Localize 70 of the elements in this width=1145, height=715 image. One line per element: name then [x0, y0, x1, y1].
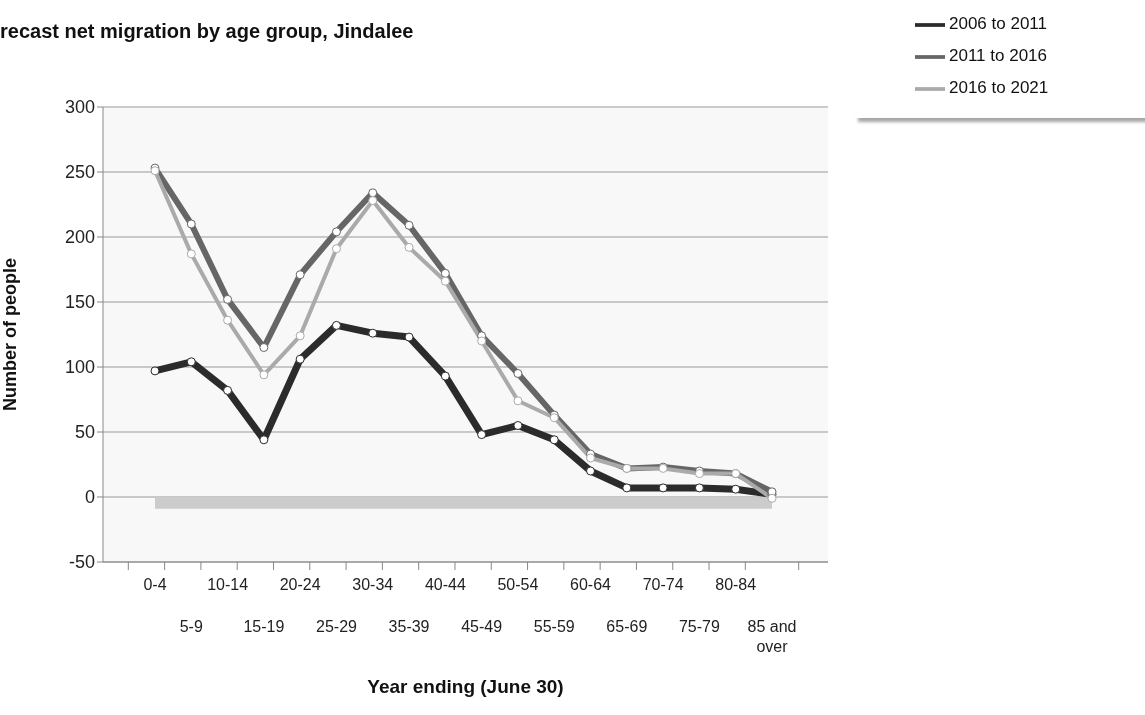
x-tick-label: 45-49 — [461, 618, 503, 635]
x-tick-label: 55-59 — [533, 618, 575, 635]
y-tick-label: 200 — [64, 227, 95, 248]
point — [404, 220, 414, 230]
point — [368, 188, 378, 198]
point — [223, 315, 233, 325]
point — [404, 242, 414, 252]
x-tick-label: 60-64 — [570, 576, 612, 593]
y-tick-label: 300 — [64, 97, 95, 118]
y-tick-label: -50 — [68, 552, 95, 573]
point — [513, 421, 523, 430]
x-tick-label: 35-39 — [388, 618, 430, 635]
x-tick-label: 70-74 — [642, 576, 684, 593]
point — [259, 370, 269, 380]
point — [404, 332, 414, 342]
point — [331, 227, 341, 237]
point — [731, 484, 741, 494]
point — [694, 483, 704, 493]
x-tick-label: 10-14 — [207, 576, 249, 593]
point — [150, 366, 160, 376]
x-tick-label: 30-34 — [352, 576, 394, 593]
point — [368, 328, 378, 338]
x-tick-label: 80-84 — [715, 576, 757, 593]
point — [440, 268, 450, 278]
point — [586, 466, 596, 476]
chart-title: recast net migration by age group, Jindalee — [0, 20, 414, 43]
point — [295, 354, 305, 364]
x-tick-label: 85 and over — [747, 618, 797, 655]
legend-label: 2011 to 2016 — [949, 46, 1047, 65]
x-tick-label: 20-24 — [279, 576, 321, 593]
y-tick-label: 100 — [64, 357, 95, 378]
x-tick-label: 15-19 — [243, 618, 285, 635]
x-axis-title: Year ending (June 30) — [367, 676, 564, 697]
point — [477, 430, 487, 440]
y-tick-label: 250 — [64, 162, 95, 183]
point — [767, 493, 777, 503]
point — [658, 483, 668, 493]
x-tick-label: 50-54 — [497, 576, 539, 593]
point — [331, 320, 341, 330]
x-tick-label: 65-69 — [606, 618, 648, 635]
x-tick-label: 5-9 — [179, 618, 203, 635]
legend-label: 2006 to 2011 — [949, 14, 1047, 33]
point — [186, 219, 196, 229]
x-tick-label: 25-29 — [316, 618, 358, 635]
y-tick-label: 50 — [74, 422, 95, 443]
point — [259, 435, 269, 445]
point — [440, 371, 450, 381]
point — [186, 249, 196, 259]
point — [440, 276, 450, 286]
point — [368, 196, 378, 206]
point — [586, 453, 596, 463]
point — [622, 483, 632, 493]
x-tick-label: 0-4 — [143, 576, 167, 593]
y-tick-label: 0 — [84, 487, 95, 508]
x-tick-label: 75-79 — [678, 618, 720, 635]
point — [295, 331, 305, 341]
point — [513, 369, 523, 378]
y-tick-label: 150 — [64, 292, 95, 313]
point — [549, 435, 559, 445]
point — [223, 385, 233, 395]
point — [295, 270, 305, 280]
point — [223, 294, 233, 304]
point — [477, 336, 487, 346]
point — [513, 396, 523, 406]
x-tick-label: 40-44 — [424, 576, 466, 593]
y-axis-title: Number of people — [0, 257, 21, 412]
legend-label: 2016 to 2021 — [949, 78, 1049, 97]
point — [186, 357, 196, 367]
point — [331, 244, 341, 254]
point — [259, 343, 269, 352]
